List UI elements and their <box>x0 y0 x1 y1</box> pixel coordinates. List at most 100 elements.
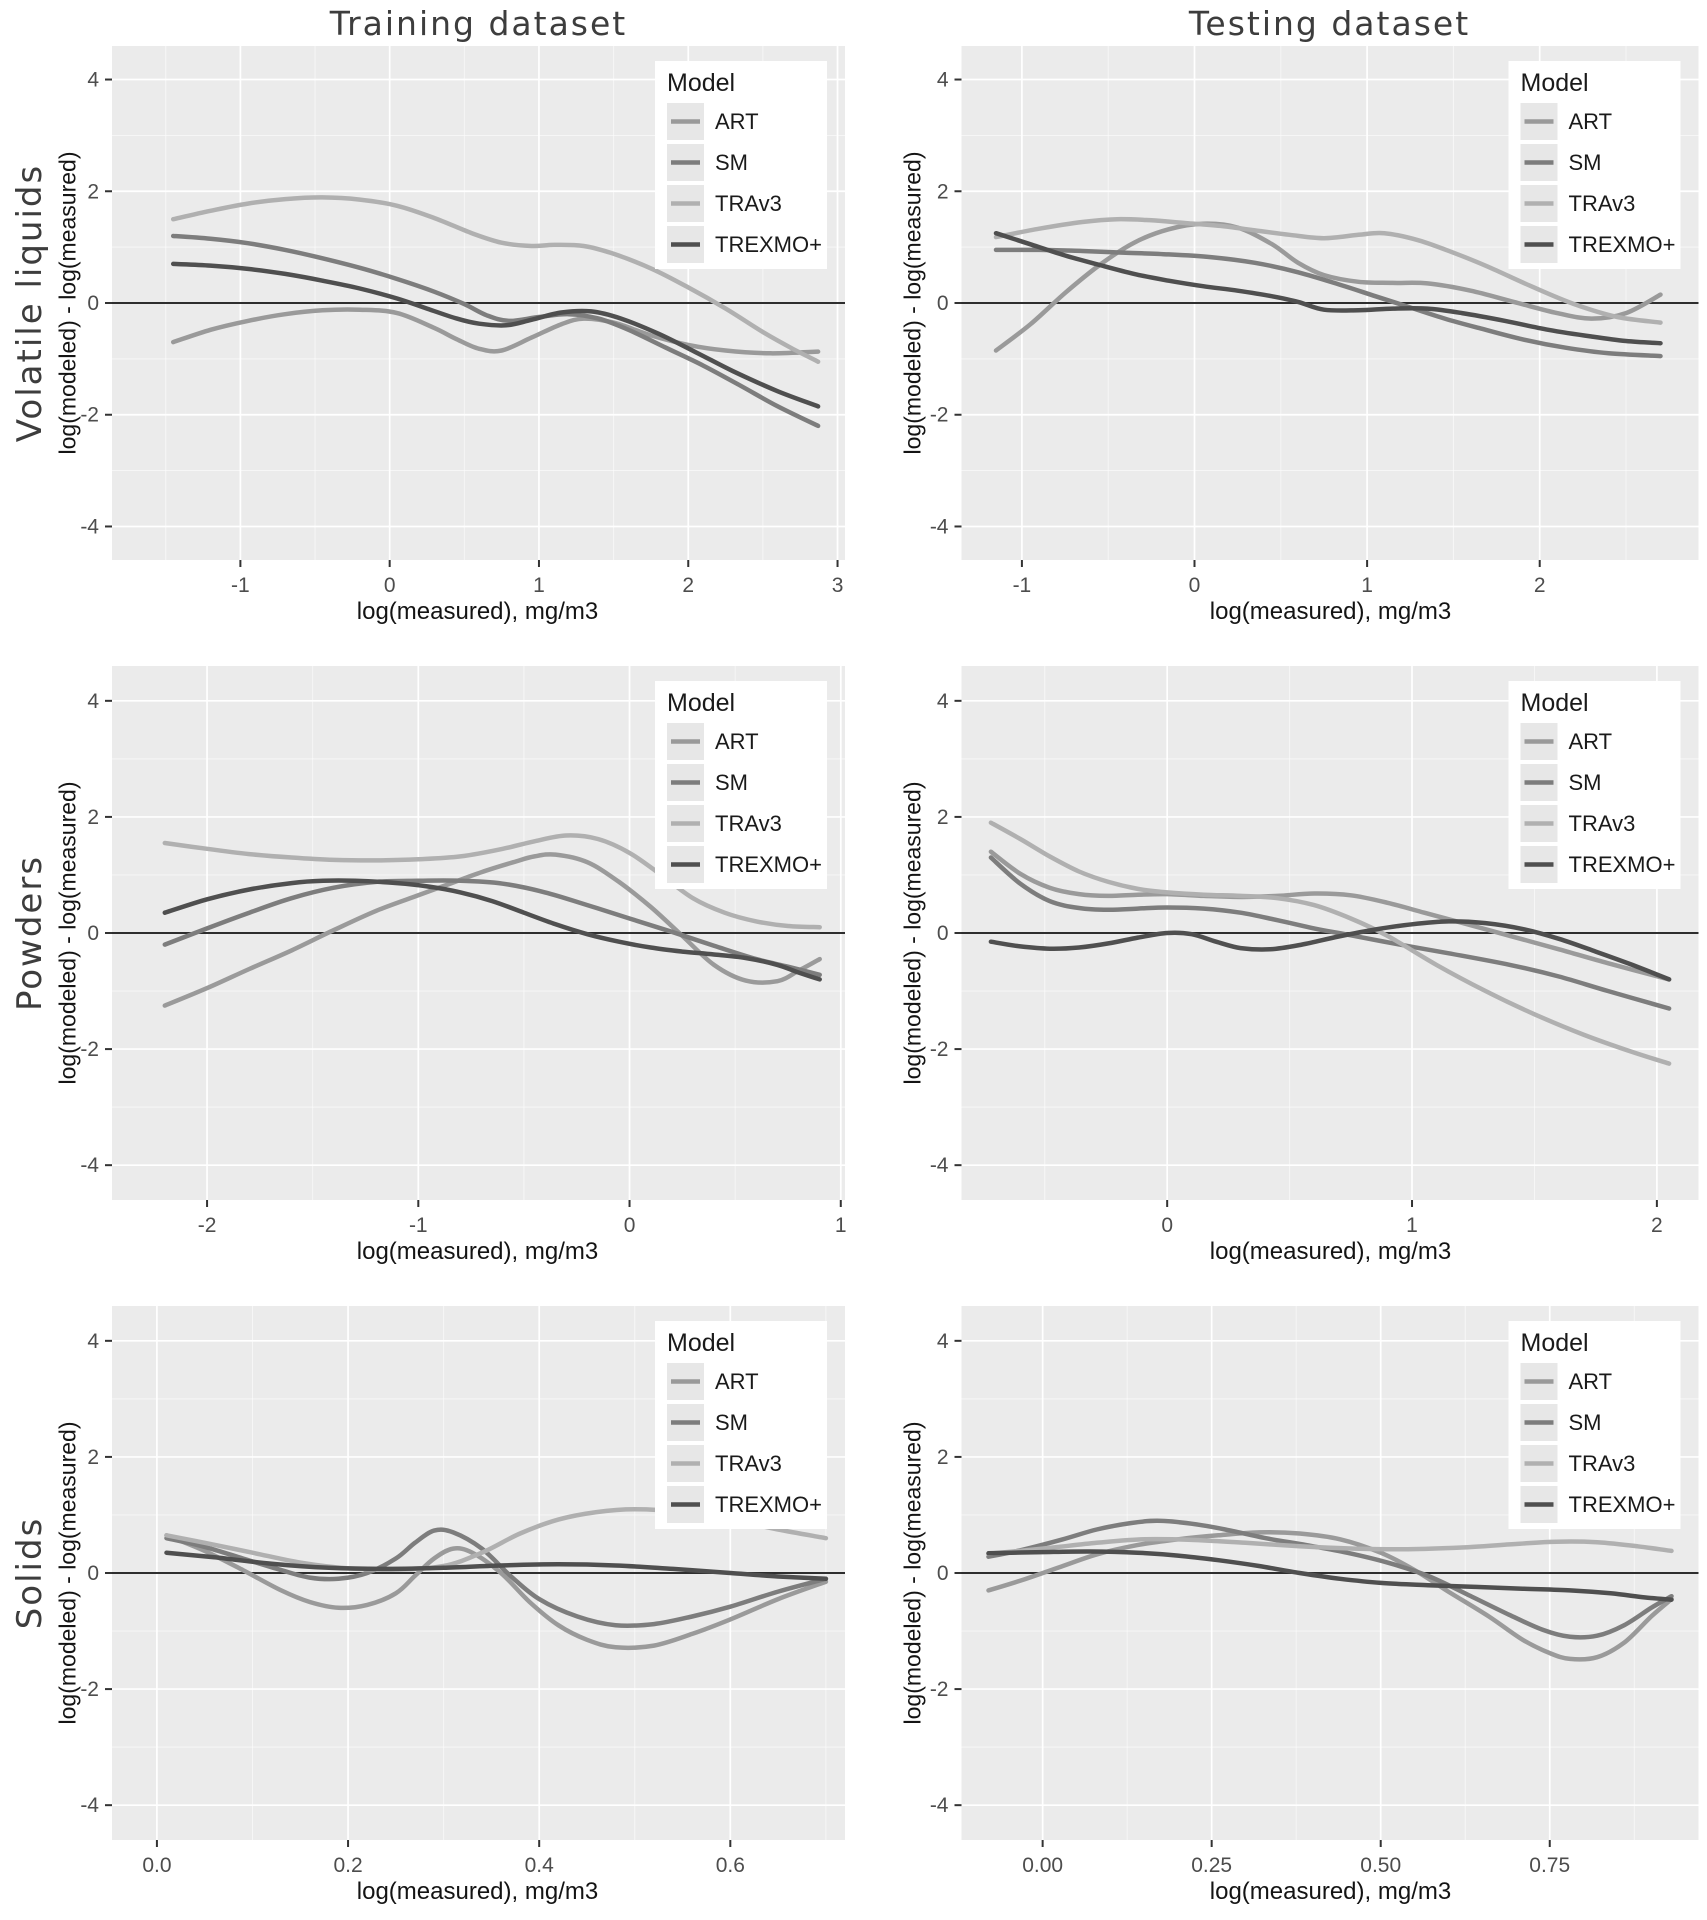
legend-label-SM: SM <box>715 150 748 175</box>
y-tick-label: 0 <box>87 292 99 315</box>
y-tick-label: 2 <box>937 806 949 829</box>
legend-label-ART: ART <box>1569 729 1613 754</box>
column-title-text: Training dataset <box>329 4 628 43</box>
x-tick-label: 0 <box>384 574 396 597</box>
series-line-ART <box>993 221 1663 353</box>
x-axis-title-text: log(measured), mg/m3 <box>356 1878 599 1905</box>
x-axis-title: log(measured), mg/m3 <box>110 598 845 626</box>
x-tick-label: 0.00 <box>1022 1854 1063 1877</box>
chart-svg-vl-train: -1 0 1 2 3 -4 -2 0 2 4 Model ART SM TRAv3 TREXMO+ <box>80 46 845 597</box>
series-line-TREXMO+ <box>993 230 1663 346</box>
axes: -1 0 1 2 3 -4 -2 0 2 4 <box>80 69 843 597</box>
x-tick-label: 1 <box>1361 574 1373 597</box>
y-tick-label: 2 <box>87 806 99 829</box>
axes: 0 1 2 -4 -2 0 2 4 <box>930 690 1663 1237</box>
series-line-SM <box>993 247 1663 359</box>
chart-cell-pw-train: -2 -1 0 1 -4 -2 0 2 4 Model ART SM TRAv3 TREXMO+ Powd… <box>0 640 853 1280</box>
x-tick-label: 2 <box>1534 574 1546 597</box>
x-tick-label: -1 <box>409 1214 428 1237</box>
y-tick-label: -4 <box>80 515 99 538</box>
y-tick-label: 2 <box>937 1446 949 1469</box>
x-tick-label: 1 <box>835 1214 847 1237</box>
x-tick-label: 0.2 <box>333 1854 362 1877</box>
x-axis-title: log(measured), mg/m3 <box>963 598 1698 626</box>
x-axis-title: log(measured), mg/m3 <box>963 1878 1698 1906</box>
series-lines <box>993 216 1663 359</box>
legend-label-TRAv3: TRAv3 <box>715 1451 782 1476</box>
x-tick-label: 1 <box>533 574 545 597</box>
y-tick-label: 0 <box>87 922 99 945</box>
y-tick-label: -2 <box>930 404 949 427</box>
series-line-TREXMO+ <box>988 919 1672 982</box>
y-tick-label: -4 <box>930 515 949 538</box>
axes: -2 -1 0 1 -4 -2 0 2 4 <box>80 690 846 1237</box>
y-tick-label: -4 <box>80 1154 99 1177</box>
chart-svg-sd-test: 0.00 0.25 0.50 0.75 -4 -2 0 2 4 Model ART SM TRAv3 TR… <box>930 1306 1699 1877</box>
x-tick-label: 0 <box>624 1214 636 1237</box>
legend-label-TRAv3: TRAv3 <box>715 811 782 836</box>
x-axis-title-text: log(measured), mg/m3 <box>1209 1878 1452 1905</box>
series-line-TREXMO+ <box>164 1550 829 1582</box>
axes: 0.00 0.25 0.50 0.75 -4 -2 0 2 4 <box>930 1330 1570 1877</box>
x-axis-title-text: log(measured), mg/m3 <box>1209 1238 1452 1265</box>
legend-label-TREXMO+: TREXMO+ <box>715 852 822 877</box>
y-tick-label: -2 <box>930 1678 949 1701</box>
legend-label-TREXMO+: TREXMO+ <box>715 232 822 257</box>
y-tick-label: 4 <box>87 1330 99 1353</box>
y-axis-title-text: log(modeled) - log(measured) <box>54 781 81 1085</box>
series-lines <box>988 820 1672 1066</box>
x-tick-label: 0.0 <box>142 1854 171 1877</box>
y-axis-title-text: log(modeled) - log(measured) <box>899 1421 926 1725</box>
chart-cell-sd-test: 0.00 0.25 0.50 0.75 -4 -2 0 2 4 Model ART SM TRAv3 TR… <box>853 1280 1707 1920</box>
x-axis-title: log(measured), mg/m3 <box>963 1238 1698 1266</box>
chart-cell-sd-train: 0.0 0.2 0.4 0.6 -4 -2 0 2 4 Model ART SM TRAv3 TREXMO… <box>0 1280 853 1920</box>
y-tick-label: -2 <box>930 1038 949 1061</box>
y-axis-title-text: log(modeled) - log(measured) <box>54 151 81 455</box>
y-axis-title-text: log(modeled) - log(measured) <box>54 1421 81 1725</box>
legend: Model ART SM TRAv3 TREXMO+ <box>1508 1321 1681 1529</box>
chart-svg-sd-train: 0.0 0.2 0.4 0.6 -4 -2 0 2 4 Model ART SM TRAv3 TREXMO… <box>80 1306 845 1877</box>
column-title: Testing dataset <box>961 4 1698 43</box>
x-tick-label: 0.4 <box>525 1854 555 1877</box>
legend-label-TRAv3: TRAv3 <box>1569 191 1636 216</box>
x-axis-title-text: log(measured), mg/m3 <box>1209 598 1452 625</box>
chart-svg-pw-test: 0 1 2 -4 -2 0 2 4 Model ART SM TRAv3 TREXMO+ <box>930 666 1699 1237</box>
x-tick-label: 2 <box>1651 1214 1663 1237</box>
x-tick-label: 0.75 <box>1529 1854 1570 1877</box>
legend-label-TRAv3: TRAv3 <box>715 191 782 216</box>
legend-title: Model <box>1521 69 1589 97</box>
chart-svg-vl-test: -1 0 1 2 -4 -2 0 2 4 Model ART SM TRAv3 TREXMO+ <box>930 46 1699 597</box>
chart-cell-vl-test: -1 0 1 2 -4 -2 0 2 4 Model ART SM TRAv3 TREXMO+ Testi… <box>853 0 1707 640</box>
x-tick-label: 0.50 <box>1360 1854 1401 1877</box>
y-tick-label: 4 <box>937 69 949 92</box>
x-tick-label: 3 <box>832 574 844 597</box>
x-tick-label: 0 <box>1161 1214 1173 1237</box>
y-tick-label: 2 <box>937 180 949 203</box>
series-line-ART <box>988 849 1672 982</box>
x-tick-label: -1 <box>231 574 250 597</box>
legend-label-TREXMO+: TREXMO+ <box>1569 852 1676 877</box>
series-lines <box>170 195 821 429</box>
series-line-ART <box>170 307 821 356</box>
x-axis-title-text: log(measured), mg/m3 <box>356 598 599 625</box>
row-label-text: Solids <box>10 1516 50 1630</box>
legend-label-SM: SM <box>715 1410 748 1435</box>
axes: -1 0 1 2 -4 -2 0 2 4 <box>930 69 1546 597</box>
y-tick-label: 4 <box>87 690 99 713</box>
column-title-text: Testing dataset <box>1188 4 1471 43</box>
row-label-text: Volatile liquids <box>10 163 50 443</box>
series-lines <box>162 833 822 1008</box>
series-lines <box>986 1518 1674 1662</box>
legend-label-ART: ART <box>1569 109 1613 134</box>
legend-title: Model <box>667 689 735 717</box>
y-tick-label: 0 <box>937 1562 949 1585</box>
series-line-SM <box>988 855 1672 1011</box>
legend-title: Model <box>1521 1329 1589 1357</box>
legend: Model ART SM TRAv3 TREXMO+ <box>655 61 827 269</box>
series-line-SM <box>162 878 822 978</box>
y-tick-label: 4 <box>87 69 99 92</box>
y-tick-label: 0 <box>87 1562 99 1585</box>
series-line-SM <box>170 233 821 429</box>
legend-label-ART: ART <box>715 1369 759 1394</box>
